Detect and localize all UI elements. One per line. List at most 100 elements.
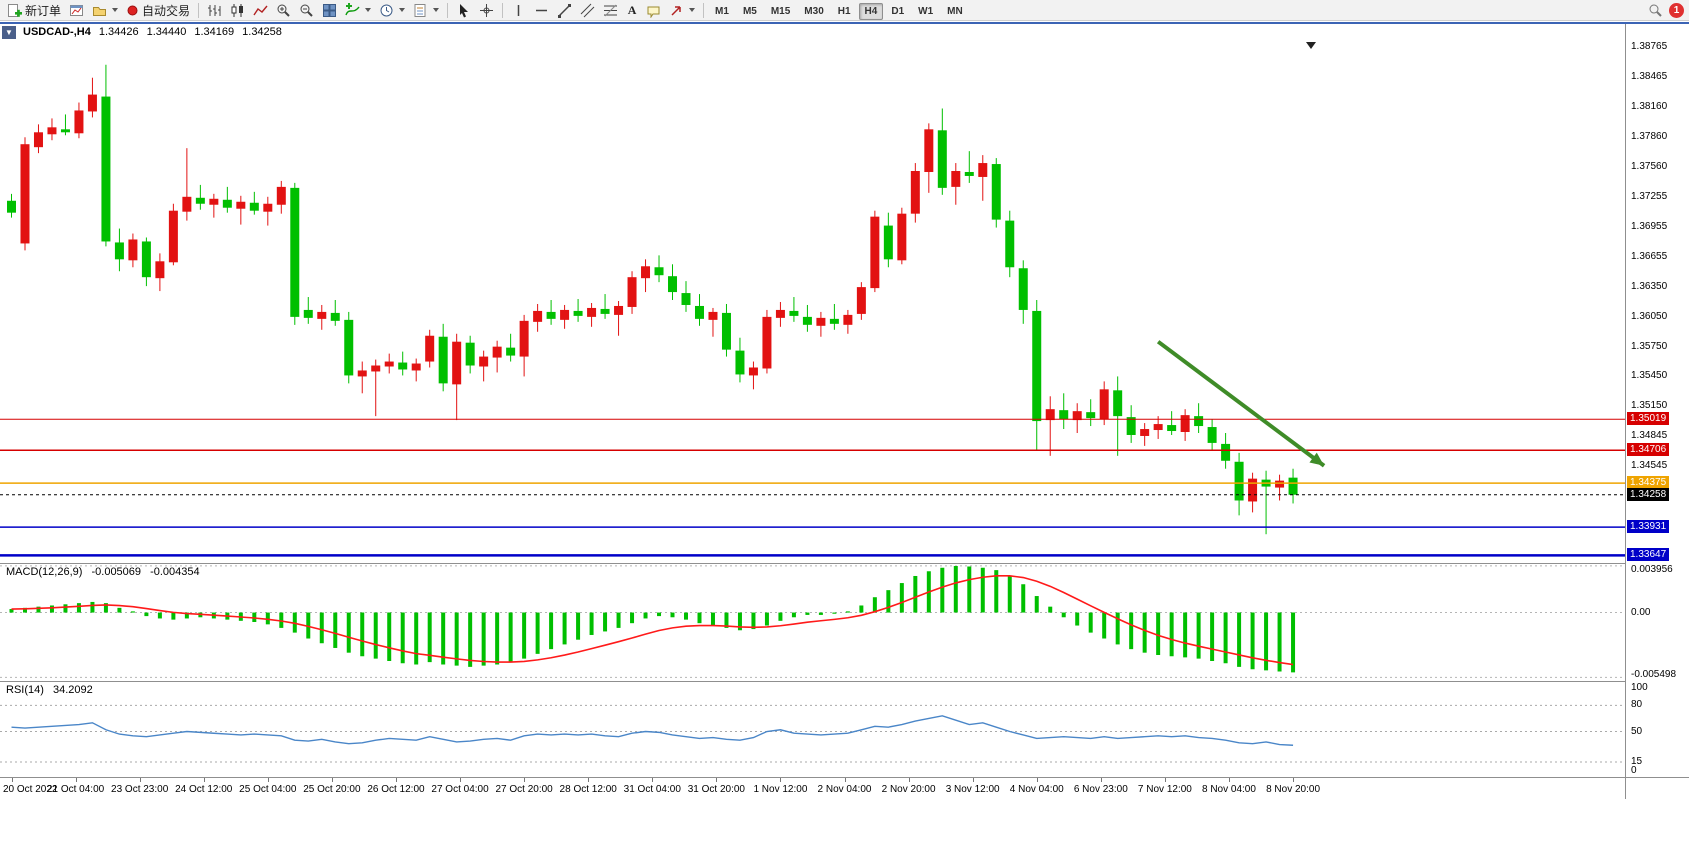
time-tick xyxy=(588,778,590,782)
panel-separator[interactable] xyxy=(0,681,1689,682)
time-label: 23 Oct 23:00 xyxy=(111,784,169,795)
rsi-tick: 15 xyxy=(1631,755,1643,767)
window-menu-button[interactable]: ▼ xyxy=(2,25,16,39)
zoom-out-button[interactable] xyxy=(295,1,318,19)
bar-chart-icon xyxy=(207,3,222,18)
main-price-chart[interactable] xyxy=(0,40,1625,563)
trendline-button[interactable] xyxy=(553,1,576,19)
time-tick xyxy=(652,778,654,782)
horizontal-line-icon xyxy=(534,3,549,18)
line-chart-button[interactable] xyxy=(249,1,272,19)
price-axis-border xyxy=(1625,24,1626,799)
zoom-in-button[interactable] xyxy=(272,1,295,19)
zoom-out-icon xyxy=(299,3,314,18)
timeframe-d1-button[interactable]: D1 xyxy=(891,6,905,17)
profiles-button[interactable] xyxy=(88,1,122,19)
time-axis[interactable]: 20 Oct 2022 21 Oct 04:00 23 Oct 23:00 24 Oc… xyxy=(0,778,1625,800)
macd-axis[interactable]: 0.003956 0.00 -0.005498 xyxy=(1626,563,1689,681)
price-tick: 1.36050 xyxy=(1631,310,1668,322)
cursor-button[interactable] xyxy=(452,1,475,19)
fibonacci-button[interactable] xyxy=(599,1,622,19)
time-label: 31 Oct 04:00 xyxy=(623,784,681,795)
time-tick xyxy=(1228,778,1230,782)
rsi-axis[interactable]: 100 80 50 15 0 xyxy=(1626,681,1689,777)
timeframe-m30-button[interactable]: M30 xyxy=(804,6,824,17)
text-label-button[interactable] xyxy=(642,1,665,19)
time-tick xyxy=(716,778,718,782)
toolbar-separator xyxy=(198,2,200,18)
toolbar-right: 1 xyxy=(1648,2,1686,18)
macd-indicator-chart[interactable] xyxy=(0,563,1625,681)
text-button[interactable]: A xyxy=(622,1,642,19)
price-tick: 1.36955 xyxy=(1631,221,1668,233)
horizontal-line-button[interactable] xyxy=(530,1,553,19)
price-line-label: 1.35019 xyxy=(1627,412,1670,426)
autotrading-button[interactable]: 自动交易 xyxy=(122,1,194,19)
time-tick xyxy=(1164,778,1166,782)
indicators-icon xyxy=(345,2,360,18)
periods-button[interactable] xyxy=(375,1,409,19)
time-tick xyxy=(267,778,269,782)
price-tick: 1.34845 xyxy=(1631,430,1668,442)
timeframe-group: M1 M5 M15 M30 H1 H4 D1 W1 MN xyxy=(708,1,970,20)
chart-shift-marker[interactable] xyxy=(1306,42,1316,49)
time-tick xyxy=(1293,778,1295,782)
rsi-tick: 0 xyxy=(1631,765,1637,776)
time-tick xyxy=(395,778,397,782)
timeframe-h1-button[interactable]: H1 xyxy=(837,6,851,17)
time-tick xyxy=(1100,778,1102,782)
timeframe-m15-button[interactable]: M15 xyxy=(770,6,791,17)
price-axis[interactable]: 1.38765 1.38465 1.38160 1.37860 1.37560 1.372… xyxy=(1626,40,1689,563)
toolbar-separator xyxy=(447,2,449,18)
charts-window-button[interactable] xyxy=(65,1,88,19)
notification-badge[interactable]: 1 xyxy=(1669,2,1684,18)
time-label: 6 Nov 23:00 xyxy=(1073,784,1128,795)
panel-separator xyxy=(0,777,1689,778)
panel-separator[interactable] xyxy=(0,563,1689,564)
macd-signal-value: -0.004354 xyxy=(150,566,200,578)
price-tick: 1.38160 xyxy=(1631,101,1668,113)
trendline-icon xyxy=(557,3,572,18)
templates-button[interactable] xyxy=(409,1,443,19)
time-tick xyxy=(75,778,77,782)
search-icon[interactable] xyxy=(1648,3,1663,18)
arrows-button[interactable] xyxy=(665,1,699,19)
rsi-value: 34.2092 xyxy=(52,684,93,696)
time-label: 8 Nov 04:00 xyxy=(1202,784,1256,795)
indicators-button[interactable] xyxy=(341,1,375,19)
timeframe-h4-button[interactable]: H4 xyxy=(858,3,884,20)
channel-button[interactable] xyxy=(576,1,599,19)
time-label: 1 Nov 12:00 xyxy=(753,784,808,795)
toolbar-separator xyxy=(502,2,504,18)
fibonacci-icon xyxy=(603,3,618,18)
ohlc-close: 1.34258 xyxy=(242,26,282,38)
templates-icon xyxy=(413,3,428,18)
price-tick: 1.35750 xyxy=(1631,340,1668,352)
bar-chart-button[interactable] xyxy=(203,1,226,19)
timeframe-m5-button[interactable]: M5 xyxy=(742,6,757,17)
timeframe-m1-button[interactable]: M1 xyxy=(715,6,729,17)
macd-tick: 0.003956 xyxy=(1631,564,1673,575)
tile-windows-button[interactable] xyxy=(318,1,341,19)
vertical-line-button[interactable] xyxy=(507,1,530,19)
rsi-header: RSI(14) 34.2092 xyxy=(6,684,93,696)
time-tick xyxy=(460,778,462,782)
crosshair-icon xyxy=(479,3,494,18)
candlestick-button[interactable] xyxy=(226,1,249,19)
time-tick xyxy=(11,778,13,782)
chart-header: ▼ USDCAD-,H4 1.34426 1.34440 1.34169 1.3… xyxy=(0,24,1625,40)
timeframe-mn-button[interactable]: MN xyxy=(947,6,963,17)
timeframe-w1-button[interactable]: W1 xyxy=(918,6,934,17)
new-order-label: 新订单 xyxy=(25,3,62,18)
macd-label: MACD(12,26,9) xyxy=(6,566,83,578)
new-order-button[interactable]: 新订单 xyxy=(3,1,65,19)
zoom-in-icon xyxy=(276,3,291,18)
rsi-indicator-chart[interactable] xyxy=(0,681,1625,777)
crosshair-button[interactable] xyxy=(475,1,498,19)
price-line-label: 1.34258 xyxy=(1627,487,1670,501)
price-tick: 1.35450 xyxy=(1631,370,1668,382)
rsi-tick: 50 xyxy=(1631,725,1643,737)
line-chart-icon xyxy=(253,3,268,18)
time-tick xyxy=(780,778,782,782)
